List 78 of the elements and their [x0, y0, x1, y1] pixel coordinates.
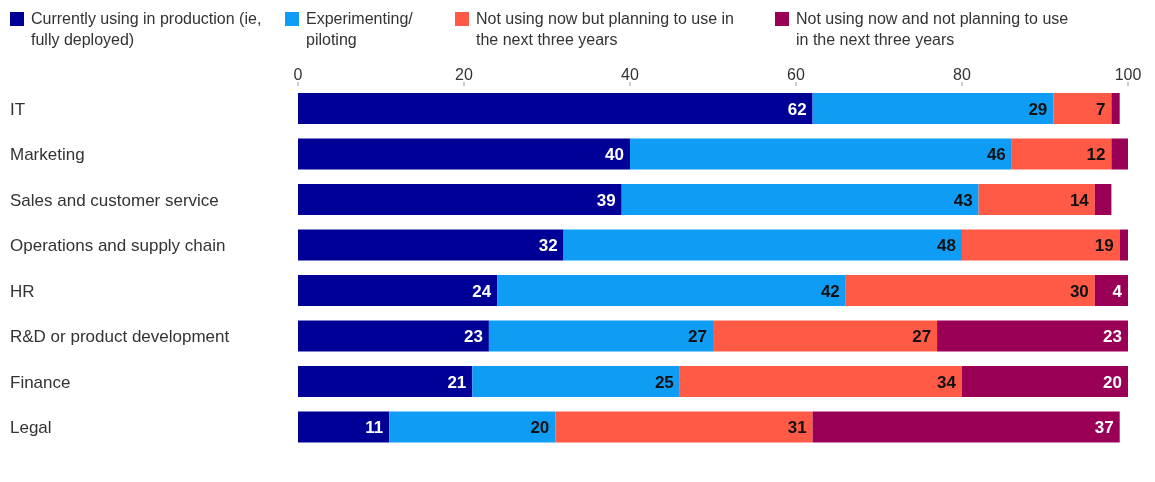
data-label: 34 — [937, 372, 957, 392]
y-tick-label: Finance — [10, 372, 71, 392]
bar — [555, 411, 813, 443]
data-label: 7 — [1095, 99, 1106, 119]
data-label: 25 — [654, 372, 674, 392]
data-label: 48 — [937, 236, 956, 255]
data-label: 37 — [1094, 418, 1114, 437]
bar — [812, 411, 1120, 443]
y-tick-label: HR — [10, 281, 35, 301]
x-tick-label: 20 — [455, 66, 473, 83]
bar — [621, 184, 979, 215]
y-tick-label: IT — [10, 99, 26, 119]
bar — [962, 229, 1120, 261]
y-tick-label: R&D or product development — [10, 327, 230, 347]
data-label: 32 — [538, 236, 558, 255]
bar — [488, 320, 713, 352]
bar — [978, 184, 1095, 215]
x-tick-label: 100 — [1114, 66, 1142, 83]
bar — [1011, 138, 1112, 170]
bar — [298, 411, 390, 443]
bar — [1094, 275, 1128, 306]
data-label: 39 — [596, 190, 616, 210]
data-label: 23 — [1103, 327, 1122, 346]
x-tick-label: 60 — [787, 66, 805, 83]
bar — [1111, 138, 1128, 170]
y-tick-label: Sales and customer service — [10, 190, 219, 210]
data-label: 43 — [953, 190, 973, 210]
bar — [472, 366, 680, 397]
bar — [630, 138, 1012, 170]
data-label: 42 — [820, 281, 840, 301]
bar — [497, 275, 846, 306]
legend-label: Experimenting/ piloting — [306, 9, 414, 50]
bar — [1053, 93, 1112, 124]
data-label: 19 — [1094, 236, 1114, 255]
data-label: 27 — [912, 327, 932, 346]
bar — [679, 366, 962, 397]
data-label: 62 — [787, 99, 807, 119]
data-label: 24 — [472, 281, 492, 301]
x-tick-label: 40 — [621, 66, 639, 83]
x-tick-label: 0 — [293, 66, 303, 83]
bar — [812, 93, 1054, 124]
data-label: 27 — [688, 327, 707, 346]
data-label: 20 — [1103, 372, 1122, 392]
bar — [298, 184, 622, 215]
legend-label: Not using now but planning to use in the next three years — [476, 9, 735, 50]
bar — [298, 275, 498, 306]
data-label: 12 — [1086, 145, 1106, 164]
data-label: 21 — [447, 372, 467, 392]
data-label: 11 — [365, 418, 384, 437]
bar — [1111, 93, 1120, 124]
data-label: 4 — [1112, 281, 1123, 301]
bar — [1119, 229, 1128, 261]
bar — [937, 320, 1128, 352]
bar — [298, 138, 630, 170]
bar — [298, 93, 813, 124]
bar — [962, 366, 1128, 397]
y-tick-label: Operations and supply chain — [10, 236, 226, 256]
data-label: 46 — [986, 145, 1006, 164]
bar — [563, 229, 962, 261]
data-label: 14 — [1069, 190, 1090, 210]
data-label: 23 — [463, 327, 483, 346]
y-tick-label: Marketing — [10, 145, 85, 165]
data-label: 29 — [1028, 99, 1048, 119]
bar — [298, 366, 473, 397]
y-tick-label: Legal — [10, 418, 52, 438]
bar — [845, 275, 1095, 306]
data-label: 40 — [605, 145, 624, 164]
bar — [1094, 184, 1112, 215]
bar — [298, 320, 489, 352]
x-tick-label: 80 — [953, 66, 971, 83]
data-label: 31 — [787, 418, 807, 437]
legend-label: Currently using in production (ie, fully deployed) — [31, 9, 263, 50]
legend-label: Not using now and not planning to use in the next three years — [796, 9, 1070, 50]
data-label: 20 — [530, 418, 550, 437]
bar — [713, 320, 938, 352]
bar — [298, 229, 564, 261]
bar — [389, 411, 556, 443]
data-label: 30 — [1069, 281, 1089, 301]
